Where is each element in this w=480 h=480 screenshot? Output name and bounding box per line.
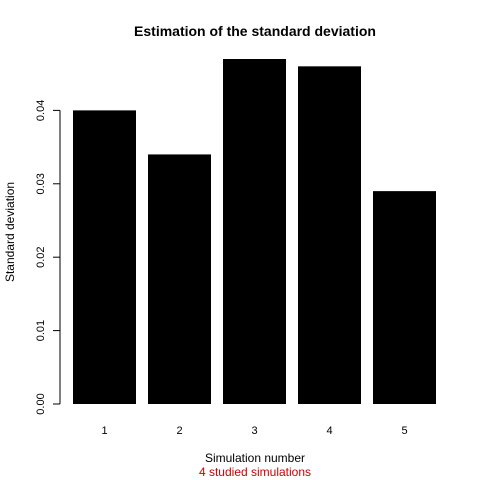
x-tick-labels: 1 2 3 4 5 [101,425,407,437]
y-tick-label: 0.03 [35,173,47,194]
x-axis-label: Simulation number [205,451,305,465]
y-tick-label: 0.04 [35,100,47,121]
y-axis: 0.00 0.01 0.02 0.03 0.04 [35,100,61,415]
bars-group [73,59,436,404]
bar-5 [373,191,436,404]
x-tick-label: 2 [176,425,182,437]
chart-subtitle: 4 studied simulations [199,465,311,479]
y-tick-label: 0.01 [35,320,47,341]
bar-2 [148,154,211,404]
y-tick-label: 0.02 [35,246,47,267]
x-tick-label: 3 [251,425,257,437]
y-axis-label: Standard deviation [3,182,17,282]
x-tick-label: 1 [101,425,107,437]
chart-title: Estimation of the standard deviation [134,23,376,39]
bar-3 [223,59,286,404]
bar-4 [298,66,361,404]
bar-1 [73,110,136,404]
x-tick-label: 5 [401,425,407,437]
x-tick-label: 4 [326,425,332,437]
y-tick-label: 0.00 [35,393,47,414]
